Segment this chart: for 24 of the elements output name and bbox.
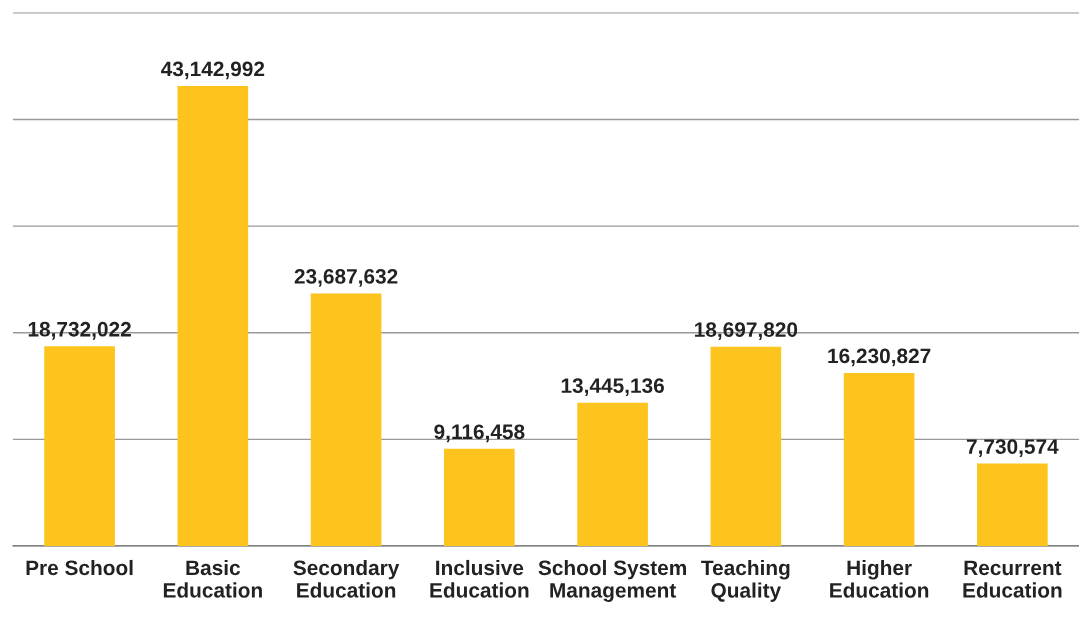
data-label: 13,445,136 [561,378,664,397]
data-label: 43,142,992 [161,61,265,80]
x-tick-label: Recurrent Education [963,560,1062,598]
x-tick-label: Teaching Quality [701,559,790,602]
bar [44,346,115,547]
bar [310,293,382,547]
bar [444,448,515,547]
data-label: 18,732,022 [28,321,131,340]
x-tick-label: Higher Education [830,559,929,598]
bar [577,402,648,547]
x-tick-label: Inclusive Education [430,559,529,598]
bar [977,463,1048,547]
bar [843,372,915,547]
bar [177,85,249,547]
x-tick-label: Pre School [26,559,133,576]
data-label: 23,687,632 [294,269,398,287]
x-tick-label: School System Management [538,559,686,602]
x-tick-label: Secondary Education [293,559,400,598]
bar [710,346,782,547]
data-label: 16,230,827 [828,348,931,367]
x-tick-label: Basic Education [163,559,262,598]
data-label: 7,730,574 [966,439,1059,457]
data-label: 18,697,820 [695,322,798,340]
data-label: 9,116,458 [434,424,525,443]
